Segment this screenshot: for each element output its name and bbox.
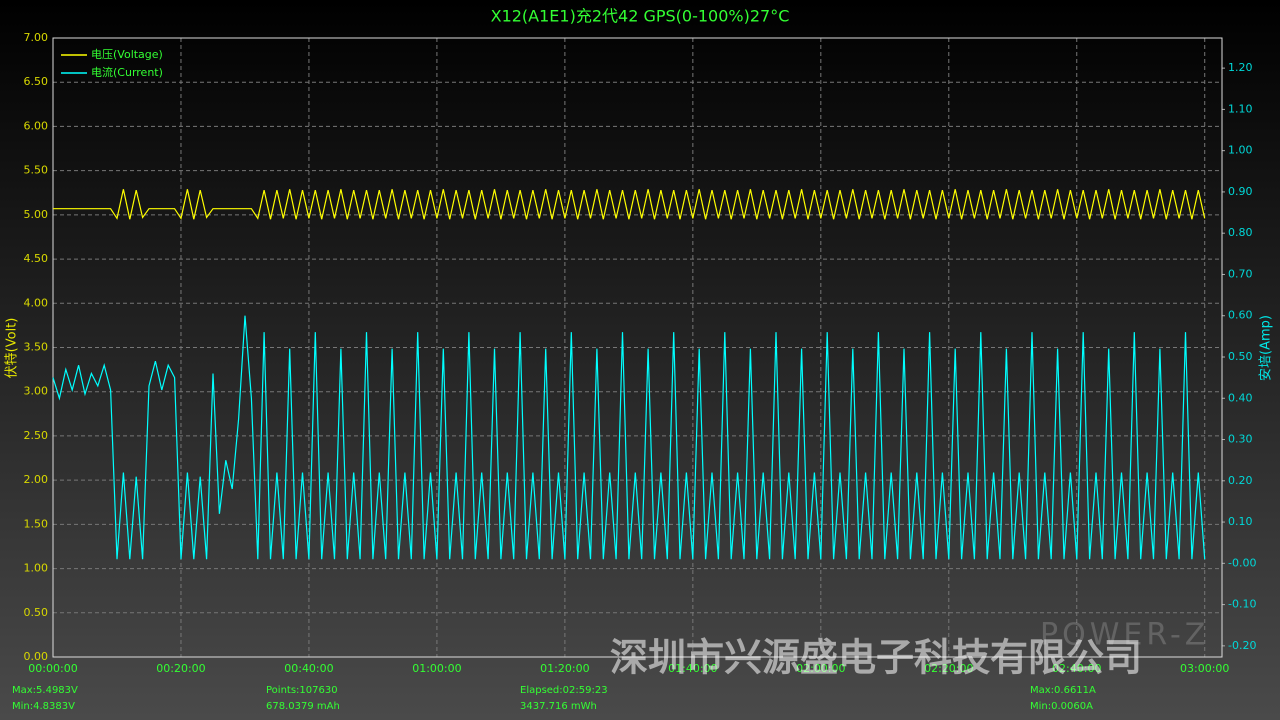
y-tick-label: 6.00 <box>24 119 49 132</box>
x-tick-label: 03:00:00 <box>1180 662 1229 675</box>
x-tick-label: 02:00:00 <box>796 662 845 675</box>
y2-axis-label: 安培(Amp) <box>1258 315 1274 381</box>
series-line <box>53 189 1206 220</box>
legend-label: 电流(Current) <box>91 65 163 79</box>
y-tick-label: 4.50 <box>24 252 49 265</box>
x-tick-label: 01:20:00 <box>540 662 589 675</box>
chart-title: X12(A1E1)充2代42 GPS(0-100%)27°C <box>491 7 790 26</box>
y-tick-label: 3.50 <box>24 341 49 354</box>
y2-tick-label: 0.90 <box>1228 185 1253 198</box>
y2-tick-label: -0.10 <box>1228 598 1256 611</box>
y2-tick-label: 0.80 <box>1228 226 1253 239</box>
stat-text: Elapsed:02:59:23 <box>520 685 608 696</box>
series-line <box>52 315 1206 560</box>
y-tick-label: 5.50 <box>24 164 49 177</box>
y2-tick-label: 0.10 <box>1228 515 1253 528</box>
y2-tick-label: 0.70 <box>1228 267 1253 280</box>
y2-tick-label: 1.10 <box>1228 102 1253 115</box>
y-tick-label: 1.00 <box>24 562 49 575</box>
x-tick-label: 00:40:00 <box>284 662 333 675</box>
y2-tick-label: 0.40 <box>1228 391 1253 404</box>
y2-tick-label: 1.00 <box>1228 144 1253 157</box>
stat-text: 678.0379 mAh <box>266 701 340 712</box>
x-tick-label: 01:00:00 <box>412 662 461 675</box>
stat-text: Max:0.6611A <box>1030 685 1096 696</box>
y-tick-label: 2.00 <box>24 473 49 486</box>
y-tick-label: 5.00 <box>24 208 49 221</box>
watermark-logo: POWER-Z <box>1040 618 1209 653</box>
stat-text: Min:0.0060A <box>1030 701 1093 712</box>
y2-tick-label: 0.50 <box>1228 350 1253 363</box>
legend-label: 电压(Voltage) <box>91 48 163 61</box>
y-tick-label: 2.50 <box>24 429 49 442</box>
y-tick-label: 0.50 <box>24 606 49 619</box>
y-tick-label: 7.00 <box>24 31 49 44</box>
x-tick-label: 00:20:00 <box>156 662 205 675</box>
y-tick-label: 4.00 <box>24 296 49 309</box>
y2-tick-label: 0.30 <box>1228 433 1253 446</box>
y-tick-label: 1.50 <box>24 517 49 530</box>
y-tick-label: 6.50 <box>24 75 49 88</box>
watermark: 深圳市兴源盛电子科技有限公司 <box>610 636 1142 680</box>
x-tick-label: 02:40:00 <box>1052 662 1101 675</box>
y-tick-label: 0.00 <box>24 650 49 663</box>
stat-text: Max:5.4983V <box>12 685 78 696</box>
stat-text: Min:4.8383V <box>12 701 75 712</box>
plot-area: 0.00 0.50 1.00 1.50 2.00 2.50 3.00 3.50 4.00 4.50… <box>24 31 1257 675</box>
x-tick-label: 02:20:00 <box>924 662 973 675</box>
stat-text: Points:107630 <box>266 685 338 696</box>
y2-tick-label: 0.60 <box>1228 309 1253 322</box>
y2-tick-label: 0.20 <box>1228 474 1253 487</box>
y2-tick-label: -0.20 <box>1228 639 1256 652</box>
y2-tick-label: 1.20 <box>1228 61 1253 74</box>
y-axis-label: 伏特(Volt) <box>5 318 20 379</box>
x-tick-label: 01:40:00 <box>668 662 717 675</box>
y2-tick-label: -0.00 <box>1228 556 1256 569</box>
plot-border <box>52 37 1223 658</box>
x-tick-label: 00:00:00 <box>28 662 77 675</box>
y-tick-label: 3.00 <box>24 385 49 398</box>
stat-text: 3437.716 mWh <box>520 701 597 712</box>
